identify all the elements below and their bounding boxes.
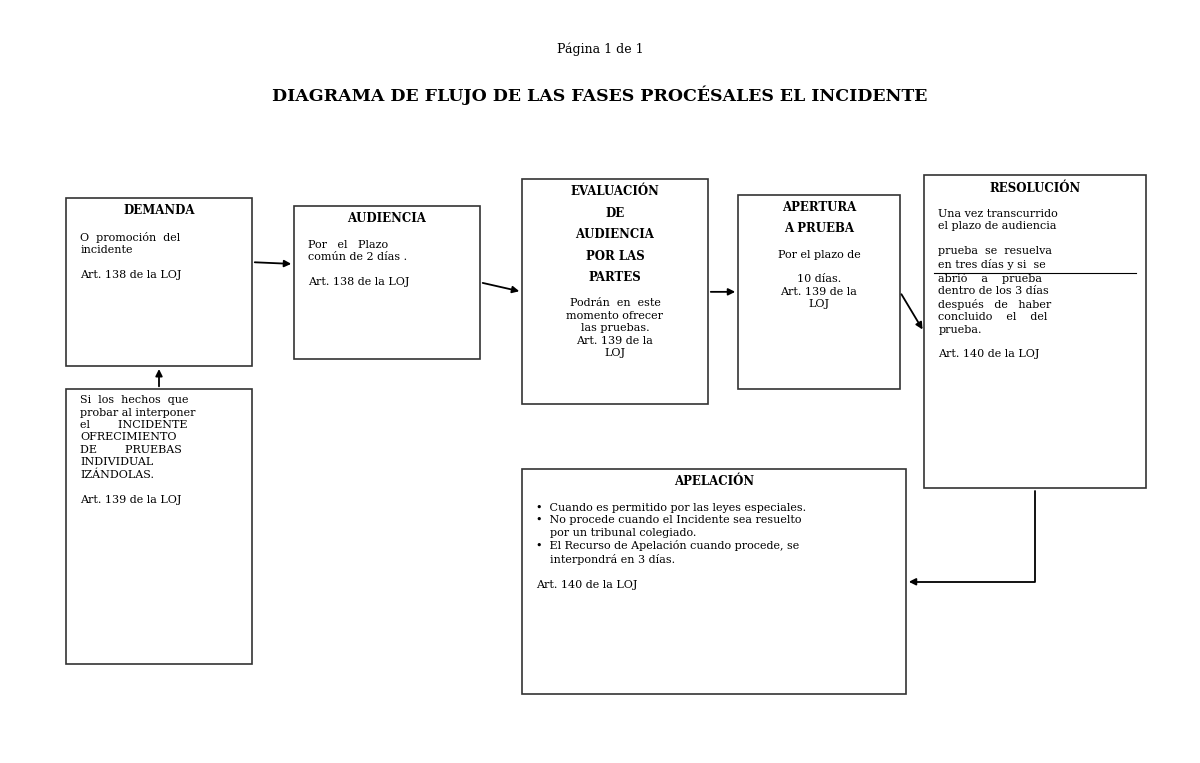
Text: AUDIENCIA: AUDIENCIA (576, 228, 654, 241)
Text: Por   el   Plazo
común de 2 días .

Art. 138 de la LOJ: Por el Plazo común de 2 días . Art. 138 … (308, 240, 410, 287)
Bar (522, 179, 708, 404)
Text: Una vez transcurrido
el plazo de audiencia

prueba  se  resuelva
en tres días y : Una vez transcurrido el plazo de audienc… (938, 209, 1058, 359)
Text: A PRUEBA: A PRUEBA (784, 222, 854, 235)
Text: AUDIENCIA: AUDIENCIA (348, 212, 426, 225)
Text: O  promoción  del
incidente

Art. 138 de la LOJ: O promoción del incidente Art. 138 de la… (80, 232, 182, 280)
Text: APERTURA: APERTURA (782, 201, 856, 214)
Bar (294, 206, 480, 359)
Text: Página 1 de 1: Página 1 de 1 (557, 43, 643, 56)
Text: DIAGRAMA DE FLUJO DE LAS FASES PROCÉSALES EL INCIDENTE: DIAGRAMA DE FLUJO DE LAS FASES PROCÉSALE… (272, 85, 928, 105)
Text: Si  los  hechos  que
probar al interponer
el        INCIDENTE
OFRECIMIENTO
DE   : Si los hechos que probar al interponer e… (80, 395, 196, 505)
Text: Podrán  en  este
momento ofrecer
las pruebas.
Art. 139 de la
LOJ: Podrán en este momento ofrecer las prueb… (566, 298, 664, 358)
Text: EVALUACIÓN: EVALUACIÓN (570, 185, 660, 198)
Bar (522, 469, 906, 694)
Text: APELACIÓN: APELACIÓN (674, 475, 754, 488)
Text: Por el plazo de

10 días.
Art. 139 de la
LOJ: Por el plazo de 10 días. Art. 139 de la … (778, 250, 860, 309)
Text: DEMANDA: DEMANDA (124, 204, 194, 217)
Text: POR LAS: POR LAS (586, 250, 644, 262)
Text: •  Cuando es permitido por las leyes especiales.
•  No procede cuando el Inciden: • Cuando es permitido por las leyes espe… (536, 503, 806, 590)
Bar (66, 389, 252, 664)
Text: RESOLUCIÓN: RESOLUCIÓN (989, 182, 1081, 195)
Bar (738, 195, 900, 389)
Bar (924, 175, 1146, 488)
Bar (66, 198, 252, 366)
Text: PARTES: PARTES (589, 271, 641, 284)
Text: DE: DE (605, 207, 625, 220)
